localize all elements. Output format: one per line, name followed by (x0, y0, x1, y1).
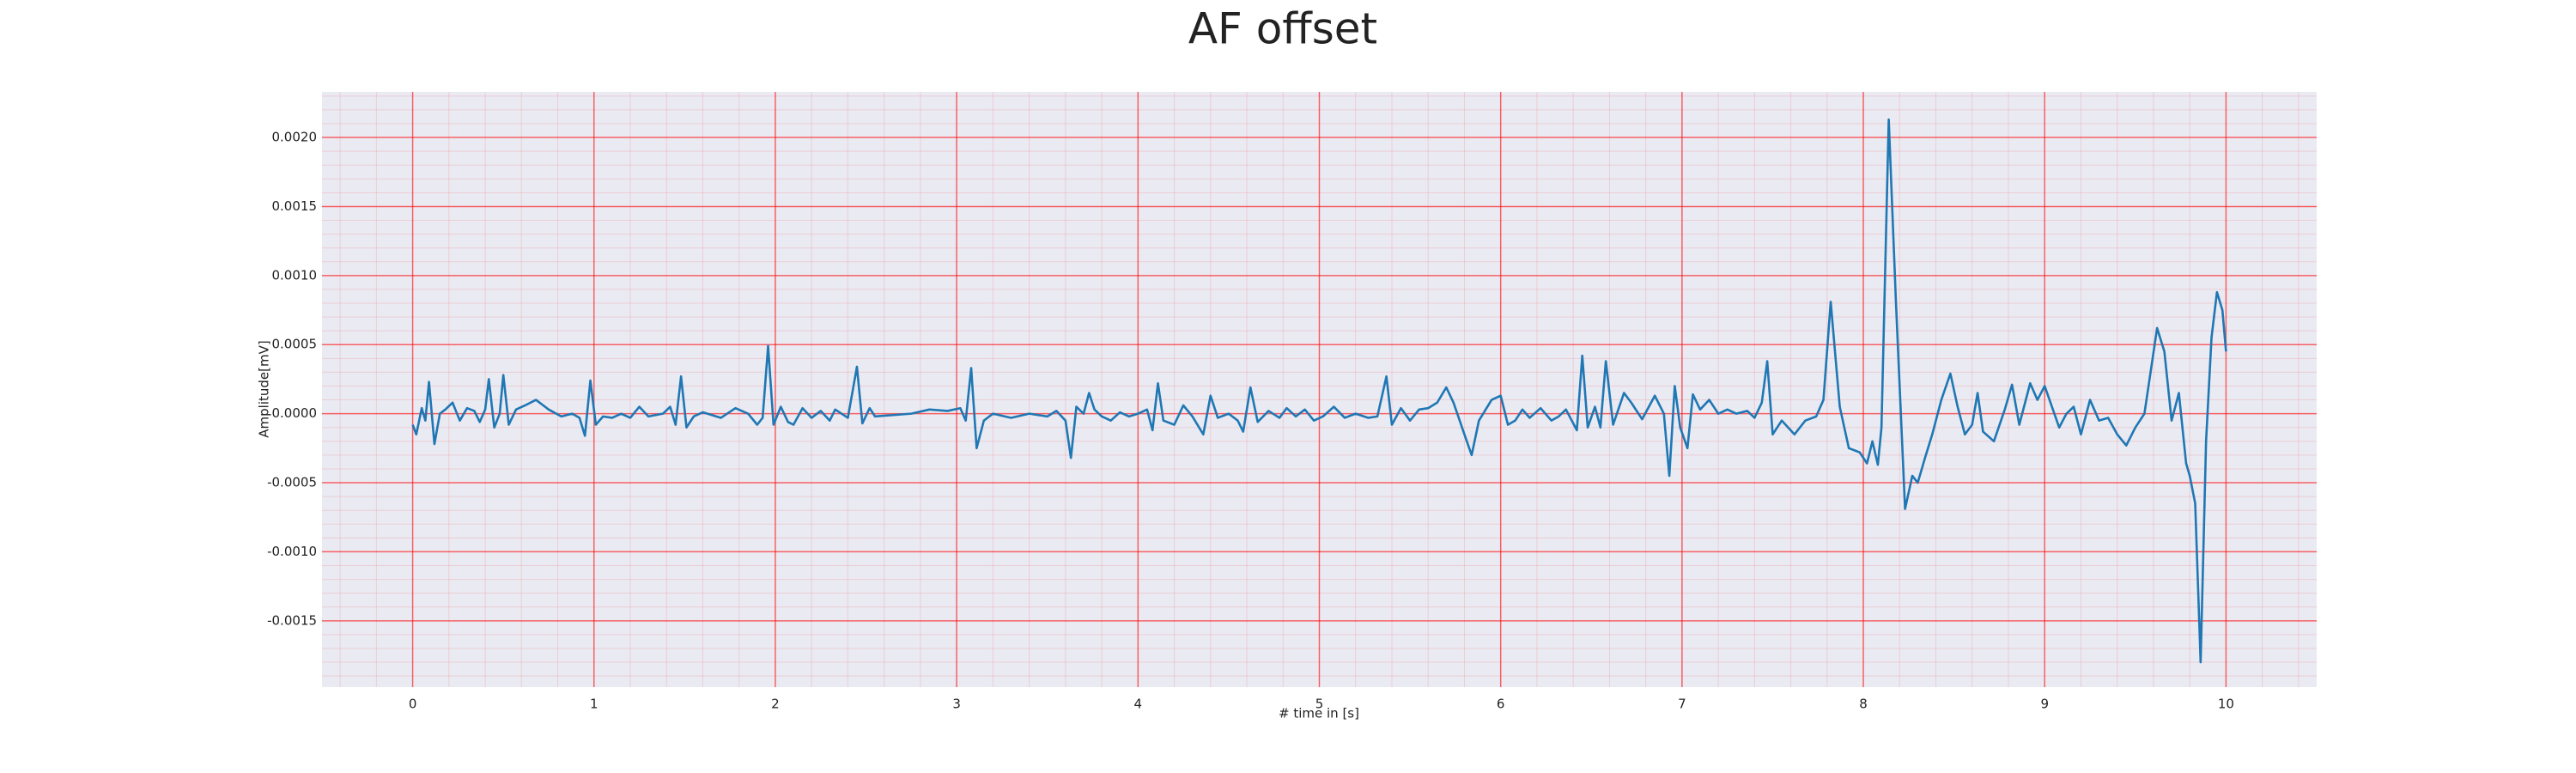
chart-title: AF offset (1188, 4, 1377, 54)
x-tick-label: 8 (1859, 697, 1868, 712)
x-tick-label: 5 (1315, 697, 1324, 712)
x-tick-label: 2 (771, 697, 780, 712)
y-tick-label: -0.0005 (267, 475, 317, 490)
x-tick-label: 6 (1497, 697, 1505, 712)
x-axis-label: # time in [s] (1279, 706, 1359, 721)
y-tick-label: 0.0005 (272, 337, 318, 352)
x-tick-label: 4 (1134, 697, 1143, 712)
y-tick-label: -0.0010 (267, 544, 317, 559)
x-tick-label: 3 (952, 697, 961, 712)
x-tick-label: 10 (2218, 697, 2234, 712)
y-tick-label: -0.0015 (267, 612, 317, 628)
x-tick-label: 1 (590, 697, 598, 712)
y-tick-label: 0.0000 (272, 405, 318, 421)
y-tick-label: 0.0010 (272, 267, 318, 283)
x-tick-label: 9 (2040, 697, 2049, 712)
x-tick-label: 0 (409, 697, 417, 712)
y-axis-label: Amplitude[mV] (257, 340, 272, 437)
y-tick-label: 0.0015 (272, 198, 318, 214)
x-tick-label: 7 (1678, 697, 1686, 712)
y-tick-label: 0.0020 (272, 130, 318, 145)
data-line (411, 118, 2227, 664)
